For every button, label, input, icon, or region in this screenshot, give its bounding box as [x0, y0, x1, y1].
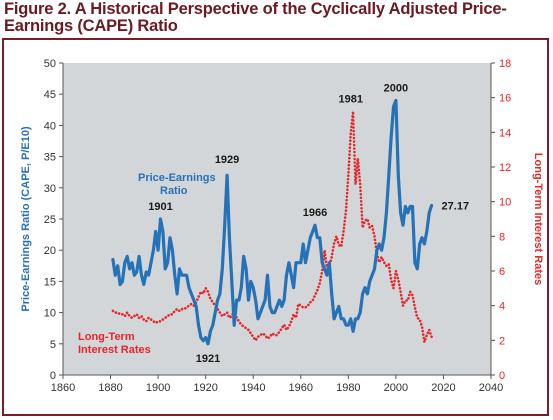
y2-tick-label: 16 — [499, 93, 511, 105]
rate-series-label-line-2: Interest Rates — [78, 344, 151, 356]
x-tick-label: 2000 — [384, 382, 408, 394]
y-tick-label: 50 — [44, 58, 56, 70]
x-tick-label: 1960 — [289, 382, 313, 394]
right-axis-label: Long-Term Interest Rates — [532, 153, 544, 285]
y2-tick-label: 10 — [499, 197, 511, 209]
figure-title: Figure 2. A Historical Perspective of th… — [4, 1, 549, 35]
x-tick-label: 2020 — [431, 382, 455, 394]
pe-series-label-line-2: Ratio — [160, 185, 188, 197]
x-tick-label: 1980 — [336, 382, 360, 394]
rate-series-label: Long-Term Interest Rates — [78, 331, 151, 356]
annotation-27-17: 27.17 — [442, 200, 470, 212]
pe-ratio-series — [111, 98, 434, 346]
y2-tick-label: 0 — [499, 370, 505, 382]
annotations: 1901 1921 1929 1966 1981 2000 27.17 — [148, 82, 469, 364]
y2-tick-label: 6 — [499, 266, 505, 278]
x-tick-label: 2040 — [479, 382, 503, 394]
rate-series-label-line-1: Long-Term — [78, 331, 135, 343]
y-tick-label: 45 — [44, 89, 56, 101]
annotation-2000: 2000 — [384, 82, 408, 94]
y-tick-label: 20 — [44, 245, 56, 257]
y2-tick-label: 14 — [499, 127, 511, 139]
pe-series-label: Price-Earnings Ratio — [138, 172, 219, 197]
y2-tick-label: 4 — [499, 301, 505, 313]
y-tick-label: 30 — [44, 183, 56, 195]
y-tick-label: 25 — [44, 214, 56, 226]
y2-tick-label: 8 — [499, 231, 505, 243]
right-y-axis: 0 2 4 6 8 10 12 14 16 18 — [490, 58, 511, 382]
y-tick-label: 10 — [44, 308, 56, 320]
x-tick-label: 1860 — [51, 382, 75, 394]
y2-tick-label: 12 — [499, 162, 511, 174]
x-tick-label: 1920 — [193, 382, 217, 394]
interest-rate-series — [111, 110, 433, 344]
y-tick-label: 15 — [44, 276, 56, 288]
x-axis: 1860 1880 1900 1920 1940 1960 1980 2000 2020 2040 — [51, 374, 503, 394]
annotation-1921: 1921 — [196, 353, 220, 365]
annotation-1981: 1981 — [338, 94, 362, 106]
interest-rate-line — [111, 110, 433, 344]
annotation-1966: 1966 — [303, 207, 327, 219]
pe-ratio-line — [111, 98, 434, 346]
left-axis-label: Price-Earnings Ratio (CAPE, P/E10) — [20, 126, 32, 312]
figure-title-line-1: Figure 2. A Historical Perspective of th… — [4, 0, 507, 18]
plot-area — [63, 63, 491, 375]
pe-series-label-line-1: Price-Earnings — [138, 172, 216, 184]
y2-tick-label: 18 — [499, 58, 511, 70]
y-tick-label: 40 — [44, 120, 56, 132]
x-tick-label: 1900 — [146, 382, 170, 394]
x-tick-label: 1880 — [98, 382, 122, 394]
y-tick-label: 5 — [50, 339, 56, 351]
left-y-axis: 0 5 10 15 20 25 30 35 40 45 50 — [44, 58, 64, 382]
annotation-1901: 1901 — [148, 201, 172, 213]
y-tick-label: 0 — [50, 370, 56, 382]
y-tick-label: 35 — [44, 152, 56, 164]
annotation-1929: 1929 — [215, 154, 239, 166]
y2-tick-label: 2 — [499, 335, 505, 347]
x-tick-label: 1940 — [241, 382, 265, 394]
figure-title-line-2: Earnings (CAPE) Ratio — [4, 17, 178, 35]
